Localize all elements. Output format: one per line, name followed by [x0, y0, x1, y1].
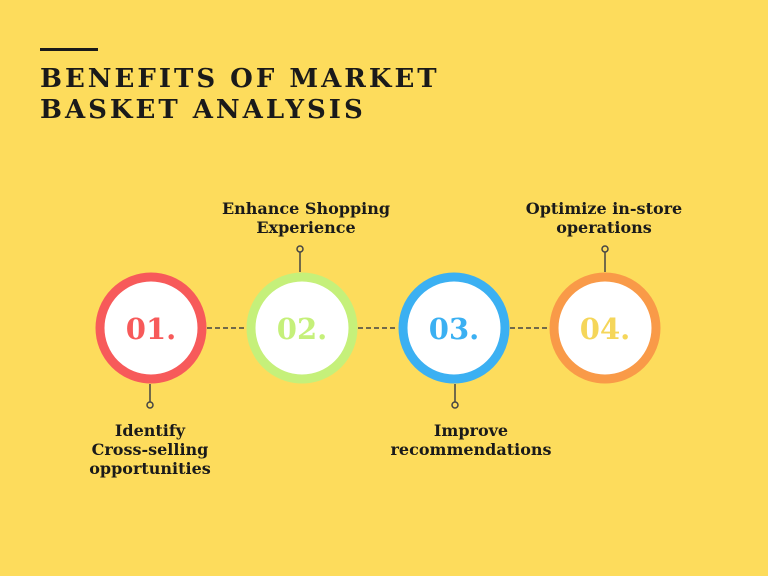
step-2-circle: 02. — [246, 272, 358, 384]
title-line-2: BASKET ANALYSIS — [40, 95, 366, 125]
step-4-label: Optimize in-store operations — [525, 199, 683, 237]
step-1-circle: 01. — [95, 272, 207, 384]
step-1-number: 01. — [126, 312, 176, 346]
page-title: BENEFITS OF MARKET BASKET ANALYSIS — [40, 64, 440, 126]
step-2-number: 02. — [277, 312, 327, 346]
step-3-circle: 03. — [398, 272, 510, 384]
step-2-label: Enhance Shopping Experience — [221, 199, 391, 237]
title-accent-rule — [40, 48, 98, 51]
step-1-label: Identify Cross-selling opportunities — [89, 421, 211, 478]
pin-step-3 — [451, 384, 459, 409]
step-3-number: 03. — [429, 312, 479, 346]
pin-step-1 — [146, 384, 154, 409]
step-3-label: Improve recommendations — [390, 421, 552, 459]
title-line-1: BENEFITS OF MARKET — [40, 64, 440, 94]
step-4-circle: 04. — [549, 272, 661, 384]
pin-step-2 — [296, 245, 304, 272]
step-4-number: 04. — [580, 312, 630, 346]
pin-step-4 — [601, 245, 609, 272]
